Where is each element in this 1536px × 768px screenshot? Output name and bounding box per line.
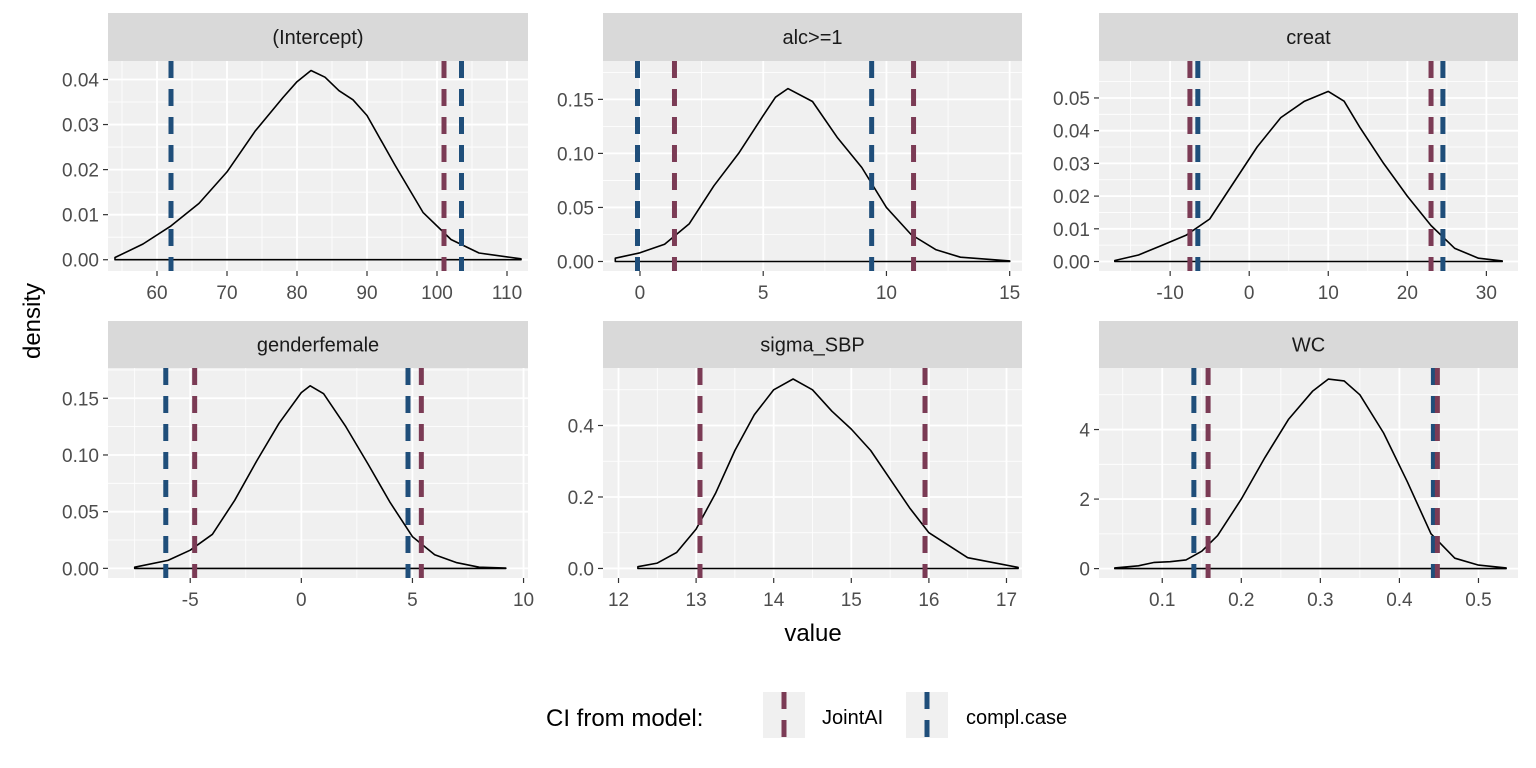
y-tick-label: 0.15 (557, 90, 594, 111)
y-tick-label: 0.2 (568, 488, 594, 509)
facet-panel-3: genderfemale -5 0 5 10 0.00 0.05 0.10 0.15 (62, 321, 534, 611)
x-tick-label: 14 (763, 590, 785, 611)
facet-title: alc>=1 (782, 27, 842, 49)
y-tick-label: 0.03 (1053, 154, 1090, 175)
x-tick-label: 0.5 (1465, 590, 1491, 611)
y-tick-label: 0.05 (62, 503, 99, 524)
x-axis-title: value (784, 620, 841, 647)
x-tick-label: 16 (918, 590, 939, 611)
x-tick-label: 0 (296, 590, 307, 611)
y-tick-label: 0.00 (62, 559, 99, 580)
y-tick-label: 0.15 (62, 389, 99, 410)
x-tick-label: 0 (1244, 283, 1255, 304)
x-tick-label: -5 (182, 590, 199, 611)
legend-label: JointAI (822, 707, 883, 729)
x-tick-label: 17 (996, 590, 1017, 611)
y-tick-label: 0.02 (1053, 187, 1090, 208)
x-tick-label: 0.3 (1307, 590, 1333, 611)
y-tick-label: 0.00 (557, 252, 594, 273)
x-tick-label: 70 (216, 283, 237, 304)
x-tick-label: 100 (421, 283, 453, 304)
legend-label: compl.case (966, 707, 1067, 729)
facet-title: sigma_SBP (760, 335, 865, 357)
x-tick-label: 15 (841, 590, 862, 611)
x-tick-label: -10 (1156, 283, 1183, 304)
facet-title: WC (1292, 335, 1325, 357)
panel-background (108, 368, 528, 578)
x-tick-label: 80 (286, 283, 307, 304)
y-tick-label: 0.04 (1053, 122, 1090, 143)
y-tick-label: 0.10 (62, 446, 99, 467)
y-tick-label: 0.02 (62, 161, 99, 182)
x-tick-label: 60 (146, 283, 167, 304)
y-tick-label: 0.0 (568, 559, 594, 580)
facet-panel-2: creat -10 0 10 20 30 0.00 0.01 0.02 0.03 0.04 0.05 (1053, 13, 1518, 304)
y-tick-label: 0.00 (62, 251, 99, 272)
x-tick-label: 20 (1397, 283, 1418, 304)
y-tick-label: 0 (1079, 560, 1090, 581)
y-tick-label: 0.00 (1053, 253, 1090, 274)
x-tick-label: 10 (876, 283, 897, 304)
y-tick-label: 0.05 (557, 198, 594, 219)
x-tick-label: 110 (492, 283, 522, 304)
x-tick-label: 5 (407, 590, 418, 611)
y-tick-label: 0.01 (1053, 220, 1090, 241)
panel-background (603, 61, 1022, 271)
x-tick-label: 90 (356, 283, 377, 304)
x-tick-label: 0.1 (1149, 590, 1175, 611)
facet-panel-1: alc>=1 0 5 10 15 0.00 0.05 0.10 0.15 (557, 13, 1022, 304)
y-tick-label: 0.03 (62, 116, 99, 137)
legend-title: CI from model: (546, 705, 703, 732)
x-tick-label: 30 (1476, 283, 1497, 304)
y-tick-label: 0.4 (568, 417, 595, 438)
x-tick-label: 15 (999, 283, 1020, 304)
y-tick-label: 0.01 (62, 206, 99, 227)
y-axis-title: density (19, 283, 46, 359)
facet-title: (Intercept) (272, 27, 363, 49)
x-tick-label: 13 (686, 590, 707, 611)
y-tick-label: 2 (1079, 490, 1090, 511)
y-tick-label: 0.04 (62, 70, 99, 91)
y-tick-label: 0.05 (1053, 89, 1090, 110)
y-tick-label: 4 (1079, 421, 1090, 442)
facet-panel-5: WC 0.1 0.2 0.3 0.4 0.5 0 2 4 (1079, 321, 1518, 611)
panel-background (1099, 61, 1518, 271)
x-tick-label: 5 (758, 283, 769, 304)
facet-panel-0: (Intercept) 60 70 80 90 100 110 0.00 0.01 0.02 0.0… (62, 13, 528, 304)
x-tick-label: 10 (1318, 283, 1339, 304)
x-tick-label: 10 (513, 590, 534, 611)
legend: CI from model: JointAI compl.case (546, 692, 1067, 738)
y-tick-label: 0.10 (557, 144, 594, 165)
x-tick-label: 0.2 (1228, 590, 1254, 611)
x-tick-label: 0 (635, 283, 646, 304)
facet-title: creat (1286, 27, 1331, 49)
x-tick-label: 12 (608, 590, 629, 611)
x-tick-label: 0.4 (1386, 590, 1413, 611)
facet-panel-4: sigma_SBP 12 13 14 15 16 17 0.0 0.2 0.4 (568, 321, 1022, 611)
facet-title: genderfemale (257, 335, 379, 357)
